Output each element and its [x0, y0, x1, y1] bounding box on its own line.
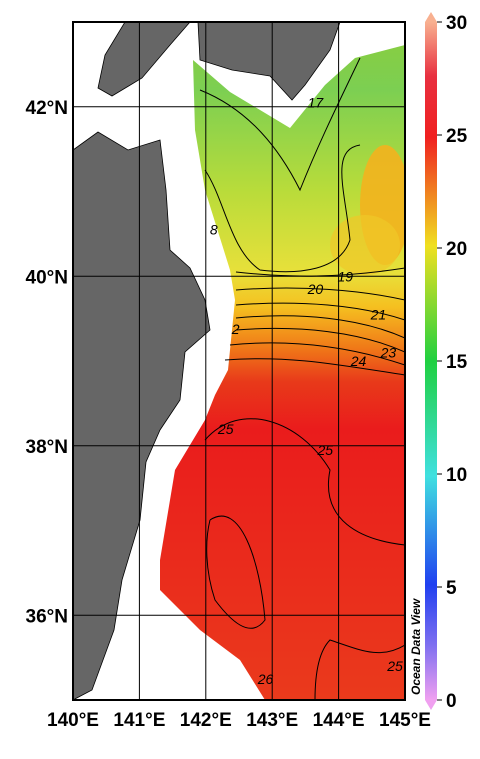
x-tick-label: 140°E — [47, 710, 99, 731]
x-tick-label: 142°E — [180, 710, 232, 731]
map-frame — [72, 21, 406, 701]
contour-label: 25 — [386, 658, 403, 674]
contour-label: 8 — [210, 222, 218, 238]
colorbar-label: 20 — [446, 239, 467, 260]
colorbar-label: 25 — [446, 126, 468, 147]
colorbar-label: 15 — [446, 352, 468, 373]
colorbar — [425, 22, 437, 700]
contour-label: 21 — [370, 306, 387, 322]
brand: Ocean Data View — [409, 598, 423, 695]
contours — [199, 57, 405, 700]
x-tick-label: 141°E — [113, 710, 165, 731]
colorbar-cap-top — [425, 12, 437, 22]
contour-label: 24 — [350, 353, 367, 369]
y-tick-label: 42°N — [26, 98, 68, 119]
x-tick-label: 144°E — [313, 710, 365, 731]
x-tick-label: 143°E — [246, 710, 298, 731]
land — [73, 22, 341, 700]
x-tick-label: 145°E — [379, 710, 431, 731]
contour-label: 25 — [217, 421, 234, 437]
contour-label: 20 — [307, 281, 324, 297]
colorbar-label: 0 — [446, 691, 457, 712]
contour-label: 17 — [308, 95, 325, 111]
colorbar-label: 30 — [446, 13, 467, 34]
colorbar-label: 10 — [446, 465, 467, 486]
y-tick-label: 40°N — [26, 267, 68, 288]
contour-label: 19 — [337, 268, 353, 284]
y-tick-label: 38°N — [26, 437, 68, 458]
colorbar-cap-bottom — [425, 700, 437, 710]
colorbar-label: 5 — [446, 578, 457, 599]
y-tick-label: 36°N — [26, 606, 68, 627]
contour-label: 26 — [257, 671, 274, 687]
contour-label: 23 — [380, 345, 397, 361]
contour-label: 2 — [231, 321, 240, 337]
contour-label: 25 — [317, 442, 334, 458]
